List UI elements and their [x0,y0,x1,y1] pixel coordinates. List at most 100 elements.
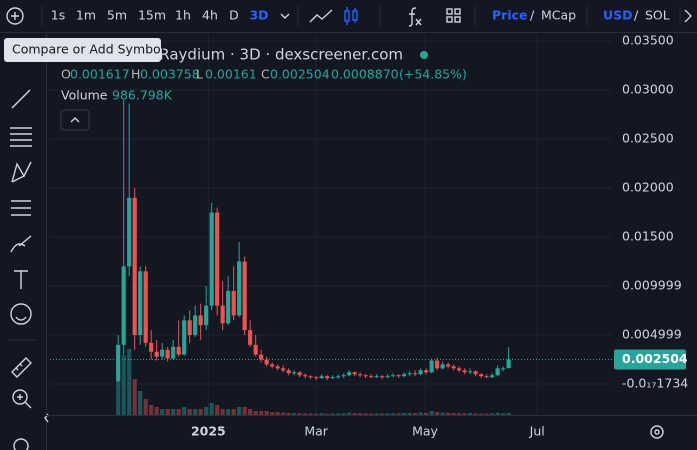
y-tick-label: 0.02500 [622,131,674,146]
volume-bar [187,409,192,415]
volume-bar [165,409,170,415]
candle-body [457,368,462,371]
price-mode[interactable]: Price [492,8,528,23]
currency[interactable]: USD [603,8,633,23]
expand-arrow[interactable] [684,9,692,23]
layout-icon-part [446,8,453,15]
candle-icon-part [346,7,356,25]
volume-bar [248,409,253,415]
candle-body [446,364,451,367]
volume-bar [160,409,165,415]
collapse-legend-button[interactable] [60,109,90,131]
prediction-tool[interactable] [11,200,31,216]
volume-bar [451,413,456,415]
candle-body [424,370,429,373]
emoji-tool[interactable] [10,303,32,325]
x-tick-label: 2025 [191,424,226,439]
last-price-label: 0.002504 [622,351,688,366]
interval[interactable]: 4h [202,8,218,23]
candle-body [402,374,407,377]
currency[interactable]: SOL [645,8,670,23]
volume-bar [330,413,335,415]
candle-body [193,315,198,336]
volume-bar [413,413,418,415]
more-tool[interactable] [13,438,29,450]
candle-body [143,271,148,343]
volume-bar [270,412,275,415]
fib-tool[interactable] [10,127,32,147]
candle-body [462,370,467,373]
candle-body [341,375,346,377]
candle-body [336,376,341,378]
tooltip: Compare or Add Symbol [4,38,164,62]
volume-bar [391,413,396,415]
candle-body [330,377,335,379]
candle-body [479,374,484,377]
brush-tool[interactable] [10,235,32,253]
volume-bar [182,407,187,415]
volume-bar [193,409,198,415]
candle-body [292,372,297,374]
candle-body [314,377,319,379]
candle-body [468,371,473,373]
volume-bar [495,412,500,415]
interval[interactable]: 1s [51,8,65,23]
layout-icon-part [454,8,461,15]
interval[interactable]: 3D [249,8,268,23]
candle-body [154,351,159,357]
ruler-tool[interactable] [11,357,32,378]
interval[interactable]: 1m [76,8,96,23]
volume-bar [121,355,126,415]
settings-button[interactable] [650,425,664,439]
y-tick-label: 0.004999 [622,327,682,342]
volume-bar [396,413,401,415]
indicators-icon[interactable] [408,7,422,27]
volume-bar [479,413,484,415]
volume-bar [231,409,236,415]
volume-bar [281,412,286,415]
candle-chart-icon[interactable] [344,7,358,25]
line-chart-icon[interactable] [309,9,333,23]
y-tick-label: 0.03500 [622,33,674,48]
compare-button[interactable] [6,7,24,25]
zoom-tool[interactable] [12,389,32,409]
candle-body [149,342,154,352]
compare-icon [11,12,19,20]
volume-bar [204,407,209,415]
candle-body [490,375,495,378]
candle-body [506,359,511,369]
candle-body [495,368,500,376]
candle-body [209,212,214,306]
candle-body [248,330,253,345]
candle-body [435,360,440,369]
top-toolbar: 1s 1m 5m 15m 1h 4h D 3D Price / MCap USD… [0,6,697,33]
text-tool[interactable] [14,270,28,289]
candle-body [226,290,231,324]
volume-bar [198,409,203,415]
interval[interactable]: D [229,8,239,23]
candle-body [132,197,137,336]
candle-body [451,366,456,369]
interval[interactable]: 5m [107,8,127,23]
candle-body [319,376,324,379]
y-tick-label: 0.03000 [622,82,674,97]
volume-bar [341,413,346,415]
volume-bar [446,412,451,415]
volume-bar [253,411,258,415]
layout-icon[interactable] [446,8,461,23]
interval-dropdown[interactable] [280,13,290,19]
tooltip-text: Compare or Add Symbol [12,42,164,57]
interval[interactable]: 1h [175,8,191,23]
pattern-tool[interactable] [11,161,32,183]
interval[interactable]: 15m [138,8,166,23]
price-mode[interactable]: MCap [541,8,576,23]
gear-icon [650,425,664,439]
candle-body [352,372,357,375]
candle-body [303,375,308,377]
trend-line-tool[interactable] [11,89,31,109]
ohlc-letter: H [131,67,140,82]
slash: / [634,8,639,23]
zoom-icon [12,389,28,405]
volume-bar [468,413,473,415]
